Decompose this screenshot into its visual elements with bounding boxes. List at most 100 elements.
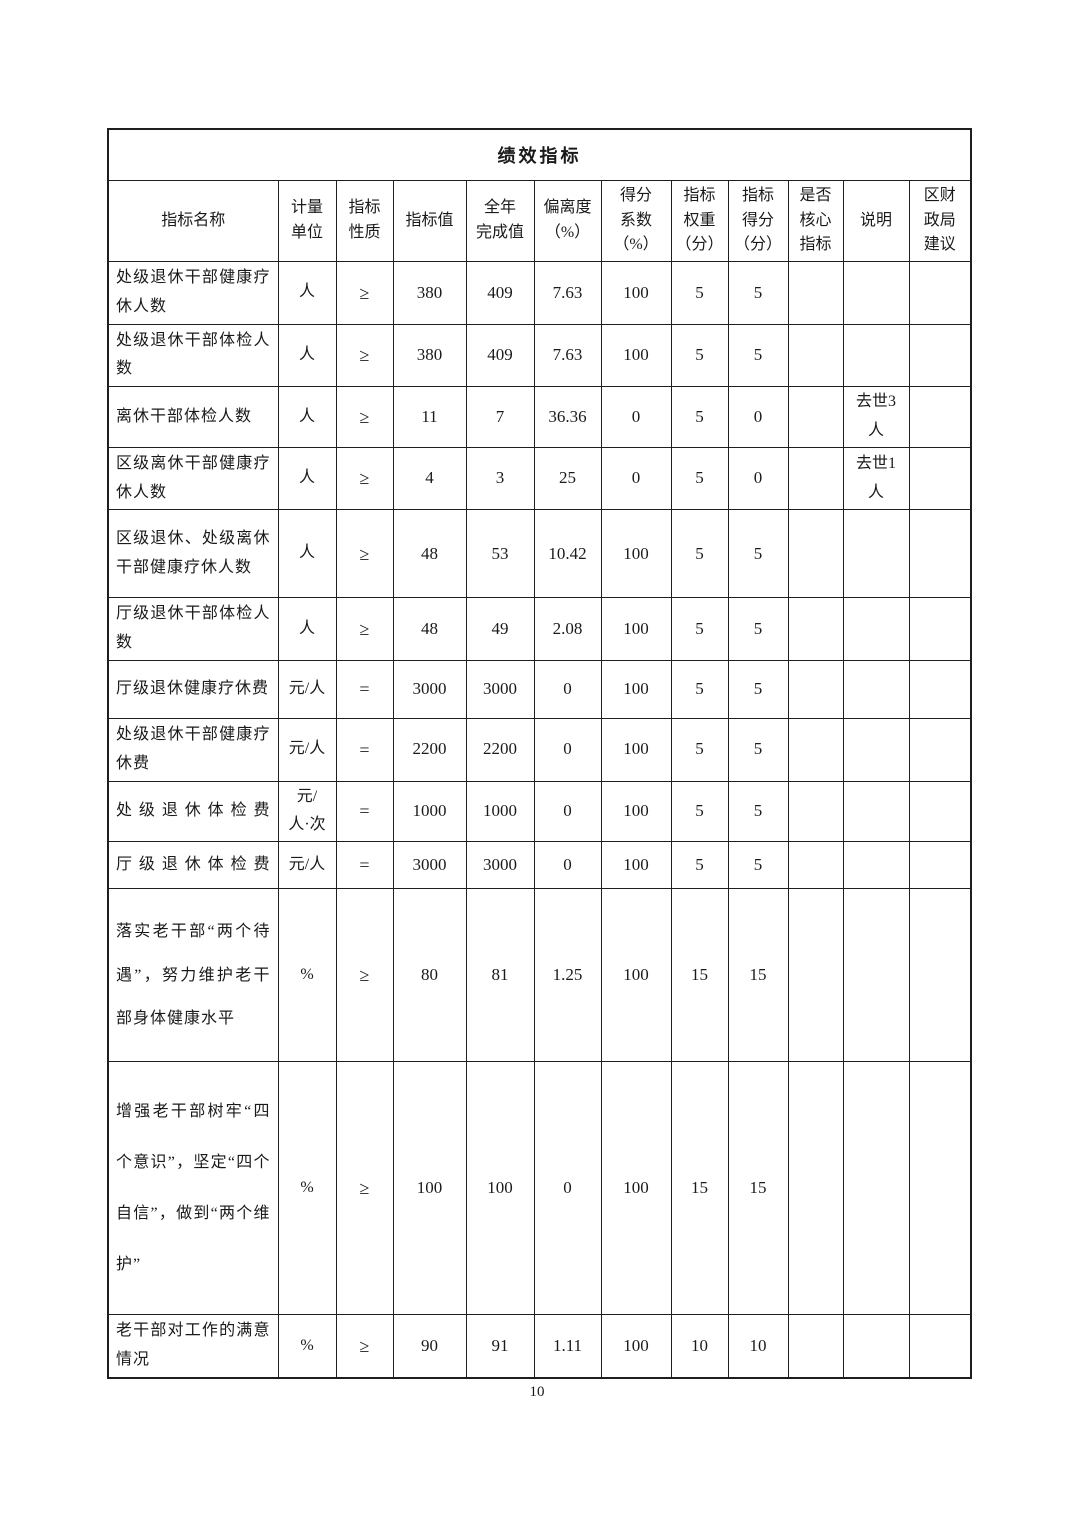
cell-target: 380 <box>392 323 467 388</box>
table-row: 区级退休、处级离休干部健康疗休人数人 ≥48 53 10.42 100 5 5 <box>107 509 972 599</box>
cell-core <box>787 323 844 388</box>
cell-suggestion <box>908 446 972 511</box>
column-header: 指标 得分 （分） <box>727 180 789 262</box>
cell-name: 处级退休干部健康疗休人数 <box>107 261 279 325</box>
cell-score: 5 <box>727 717 789 782</box>
table-row: 处级退休干部健康疗休人数人 ≥380 409 7.63 100 5 5 <box>107 261 972 325</box>
cell-deviation: 2.08 <box>533 597 602 661</box>
cell-completed: 3000 <box>465 659 535 719</box>
cell-score_coeff: 100 <box>600 841 672 890</box>
cell-name: 厅级退休干部体检人数 <box>107 597 279 661</box>
cell-nature: ≥ <box>335 597 394 661</box>
cell-core <box>787 386 844 448</box>
cell-unit: % <box>277 1314 337 1379</box>
cell-score_coeff: 100 <box>600 1314 672 1379</box>
cell-weight: 5 <box>670 841 729 890</box>
cell-note <box>842 888 910 1063</box>
cell-score: 5 <box>727 597 789 661</box>
cell-name: 老干部对工作的满意情况 <box>107 1314 279 1379</box>
cell-suggestion <box>908 323 972 388</box>
cell-score_coeff: 100 <box>600 323 672 388</box>
table-row: 老干部对工作的满意情况% ≥90 91 1.11 100 10 10 <box>107 1314 972 1379</box>
cell-note <box>842 1061 910 1316</box>
cell-target: 48 <box>392 597 467 661</box>
cell-name: 区级退休、处级离休干部健康疗休人数 <box>107 509 279 599</box>
cell-suggestion <box>908 1314 972 1379</box>
cell-unit: % <box>277 888 337 1063</box>
cell-weight: 5 <box>670 597 729 661</box>
cell-completed: 409 <box>465 261 535 325</box>
cell-name: 处级退休干部体检人数 <box>107 323 279 388</box>
cell-core <box>787 841 844 890</box>
cell-target: 100 <box>392 1061 467 1316</box>
cell-target: 11 <box>392 386 467 448</box>
cell-note: 去世1 人 <box>842 446 910 511</box>
cell-completed: 2200 <box>465 717 535 782</box>
cell-unit: 元/人 <box>277 659 337 719</box>
cell-weight: 15 <box>670 888 729 1063</box>
cell-score_coeff: 100 <box>600 509 672 599</box>
cell-suggestion <box>908 1061 972 1316</box>
cell-target: 90 <box>392 1314 467 1379</box>
cell-suggestion <box>908 888 972 1063</box>
table-row: 厅级退休体检费 元/人 = 3000 3000 0 100 5 5 <box>107 841 972 890</box>
cell-note <box>842 597 910 661</box>
cell-suggestion <box>908 841 972 890</box>
cell-score: 0 <box>727 446 789 511</box>
cell-deviation: 0 <box>533 1061 602 1316</box>
cell-core <box>787 509 844 599</box>
table-row: 离休干部体检人数人 ≥11 7 36.36 0 5 0 去世3 人 <box>107 386 972 448</box>
cell-weight: 5 <box>670 659 729 719</box>
cell-suggestion <box>908 386 972 448</box>
cell-score: 15 <box>727 1061 789 1316</box>
cell-weight: 5 <box>670 446 729 511</box>
cell-weight: 5 <box>670 323 729 388</box>
cell-unit: 人 <box>277 597 337 661</box>
cell-nature: ≥ <box>335 509 394 599</box>
cell-note <box>842 659 910 719</box>
table-title-row: 绩效指标 <box>107 128 972 181</box>
cell-note <box>842 780 910 843</box>
table-row: 区级离休干部健康疗休人数人 ≥4 3 25 0 5 0 去世1 人 <box>107 446 972 511</box>
cell-note <box>842 717 910 782</box>
column-header: 偏离度 （%） <box>533 180 602 262</box>
cell-nature: = <box>335 841 394 890</box>
cell-score_coeff: 100 <box>600 780 672 843</box>
cell-suggestion <box>908 780 972 843</box>
table-body: 处级退休干部健康疗休人数人 ≥380 409 7.63 100 5 5 处级退休干部体检人数人… <box>107 261 972 1379</box>
cell-target: 380 <box>392 261 467 325</box>
cell-weight: 5 <box>670 717 729 782</box>
cell-name: 区级离休干部健康疗休人数 <box>107 446 279 511</box>
cell-weight: 5 <box>670 386 729 448</box>
cell-score: 5 <box>727 509 789 599</box>
performance-indicators-table: 绩效指标 指标名称 计量 单位 指标 性质 指标值 全年 完成值 偏离度 （%） 得分 系数… <box>107 128 973 1379</box>
cell-deviation: 0 <box>533 717 602 782</box>
cell-unit: 人 <box>277 323 337 388</box>
cell-suggestion <box>908 597 972 661</box>
cell-target: 80 <box>392 888 467 1063</box>
column-header: 计量 单位 <box>277 180 337 262</box>
cell-target: 4 <box>392 446 467 511</box>
cell-unit: 元/ 人·次 <box>277 780 337 843</box>
cell-nature: = <box>335 659 394 719</box>
table-row: 落实老干部“两个待遇”，努力维护老干部身体健康水平% ≥80 81 1.25 100 15… <box>107 888 972 1063</box>
cell-score_coeff: 100 <box>600 1061 672 1316</box>
cell-score: 0 <box>727 386 789 448</box>
cell-deviation: 1.11 <box>533 1314 602 1379</box>
cell-nature: = <box>335 780 394 843</box>
cell-suggestion <box>908 509 972 599</box>
cell-note <box>842 323 910 388</box>
cell-score_coeff: 100 <box>600 717 672 782</box>
column-header: 得分 系数 （%） <box>600 180 672 262</box>
cell-weight: 5 <box>670 509 729 599</box>
cell-suggestion <box>908 261 972 325</box>
table-row: 处级退休干部体检人数人 ≥380 409 7.63 100 5 5 <box>107 323 972 388</box>
cell-deviation: 1.25 <box>533 888 602 1063</box>
cell-score_coeff: 0 <box>600 446 672 511</box>
cell-unit: 元/人 <box>277 717 337 782</box>
cell-core <box>787 780 844 843</box>
cell-completed: 7 <box>465 386 535 448</box>
cell-completed: 81 <box>465 888 535 1063</box>
cell-target: 3000 <box>392 659 467 719</box>
cell-deviation: 7.63 <box>533 323 602 388</box>
